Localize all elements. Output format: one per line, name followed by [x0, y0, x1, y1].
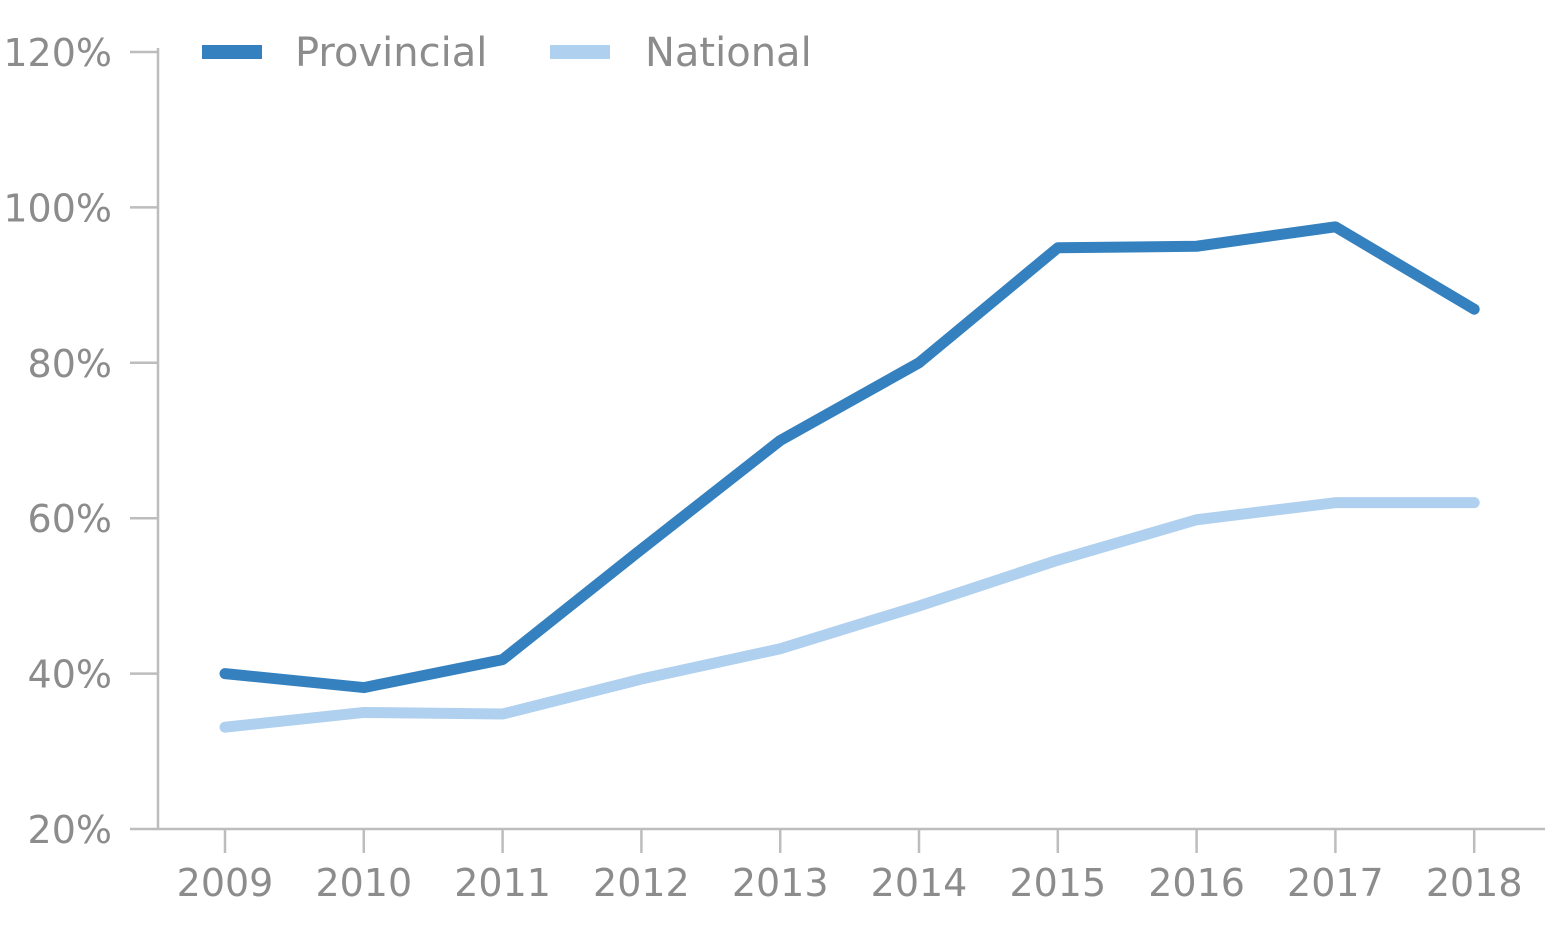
y-tick-label: 60%: [28, 497, 112, 541]
legend-item-provincial: Provincial: [202, 30, 487, 76]
x-tick-label: 2011: [454, 861, 551, 905]
x-tick-label: 2016: [1148, 861, 1245, 905]
y-tick-label: 20%: [28, 808, 112, 852]
legend-label: National: [645, 30, 812, 76]
x-tick-label: 2013: [732, 861, 829, 905]
x-tick-label: 2012: [593, 861, 690, 905]
legend: Provincial National: [202, 30, 812, 76]
y-axis-ticks: 120% 100% 80% 60% 40% 20%: [3, 31, 158, 852]
series-layer: [219, 221, 1480, 733]
x-axis-ticks: 2009 2010 2011 2012 2013 2014 2015 2016 2017 2018: [177, 829, 1523, 905]
series-line-provincial: [219, 221, 1480, 694]
x-tick-label: 2014: [871, 861, 968, 905]
y-tick-label: 80%: [28, 342, 112, 386]
x-tick-label: 2015: [1009, 861, 1106, 905]
y-tick-label: 120%: [3, 31, 112, 75]
y-tick-label: 100%: [3, 186, 112, 230]
axes: [156, 48, 1545, 831]
x-tick-label: 2018: [1426, 861, 1523, 905]
y-tick-label: 40%: [28, 653, 112, 697]
legend-label: Provincial: [295, 30, 487, 76]
x-tick-label: 2017: [1287, 861, 1384, 905]
x-tick-label: 2009: [177, 861, 274, 905]
x-tick-label: 2010: [315, 861, 412, 905]
legend-item-national: National: [550, 30, 812, 76]
series-line-national: [219, 497, 1480, 733]
